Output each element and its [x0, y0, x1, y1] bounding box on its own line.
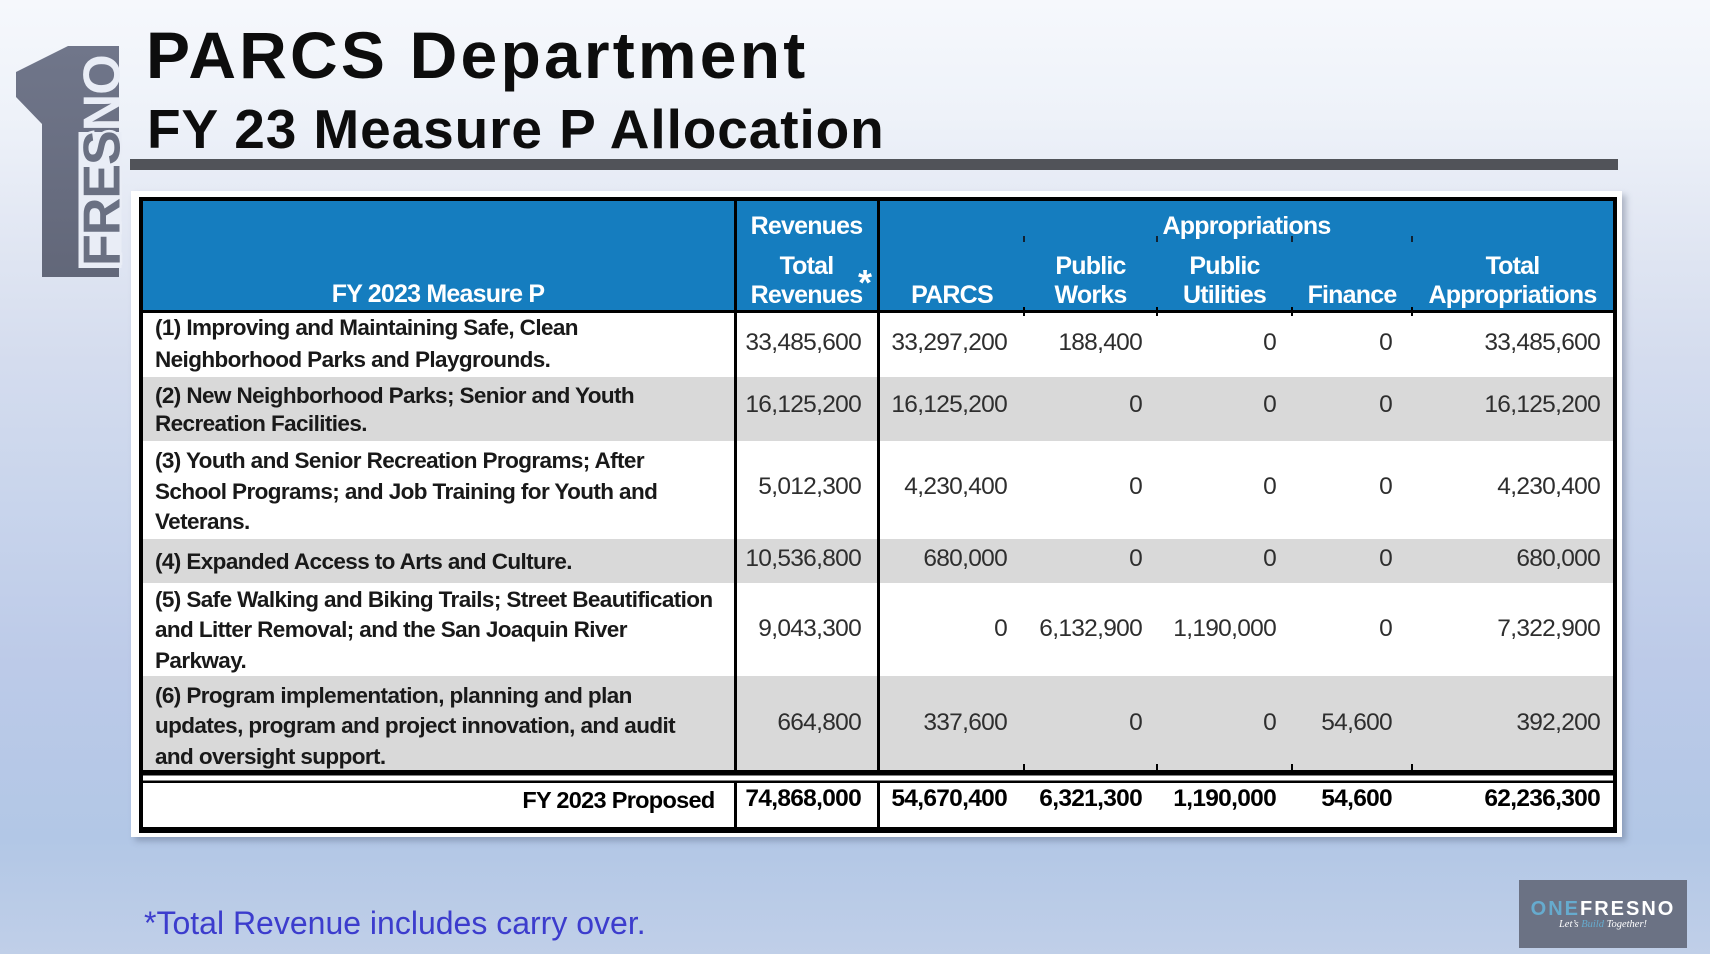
- svg-text:FRESNO: FRESNO: [74, 55, 132, 266]
